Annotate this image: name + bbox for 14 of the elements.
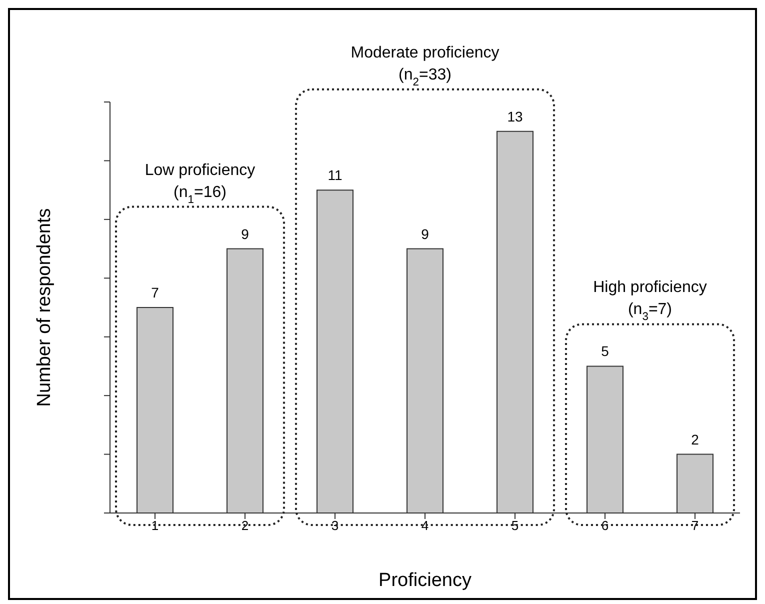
data-label: 9 (241, 226, 250, 242)
x-axis-title: Proficiency (378, 570, 472, 591)
data-label: 7 (151, 284, 160, 300)
y-axis-title: Number of respondents (34, 208, 55, 407)
data-label: 5 (601, 343, 610, 360)
data-label: 13 (507, 108, 523, 124)
x-tick-label: 7 (691, 518, 699, 534)
data-label: 2 (691, 431, 700, 448)
annotation: Low proficiency (n$_{1}$=16) (144, 162, 256, 206)
text: Moderate proficiency (n$_{2}$=33) (350, 44, 500, 88)
data-label: 11 (328, 167, 342, 184)
annotation: High proficiency (n$_{3}$=7) (593, 279, 707, 324)
x-tick-label: 2 (241, 518, 249, 534)
data-label: 9 (421, 226, 430, 242)
